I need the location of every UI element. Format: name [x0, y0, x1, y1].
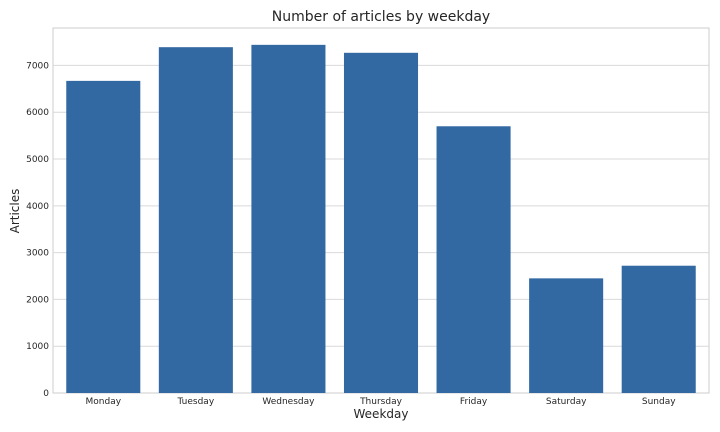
- y-tick-label: 1000: [26, 342, 49, 352]
- y-tick-label: 3000: [26, 249, 49, 259]
- x-tick-label: Saturday: [546, 397, 587, 407]
- bar-thursday: [343, 52, 419, 394]
- x-axis-ticks: Monday Tuesday Wednesday Thursday Friday Satu…: [86, 397, 677, 407]
- y-tick-label: 4000: [26, 202, 49, 212]
- bar-monday: [66, 80, 141, 393]
- bar-sunday: [621, 265, 696, 393]
- x-tick-label: Wednesday: [262, 397, 315, 407]
- x-tick-label: Friday: [460, 397, 488, 407]
- chart-title: Number of articles by weekday: [272, 9, 490, 25]
- bar-wednesday: [251, 44, 326, 393]
- x-axis-label: Weekday: [354, 407, 409, 421]
- y-tick-label: 0: [43, 389, 49, 399]
- bar-tuesday: [158, 47, 233, 393]
- y-tick-label: 7000: [26, 61, 49, 71]
- y-tick-label: 6000: [26, 108, 49, 118]
- bar-saturday: [529, 278, 604, 393]
- y-tick-label: 5000: [26, 155, 49, 165]
- y-axis-label: Articles: [8, 189, 22, 234]
- y-axis-ticks: 0 1000 2000 3000 4000 5000 6000 7000: [26, 61, 49, 399]
- x-tick-label: Thursday: [359, 397, 403, 407]
- bar-friday: [436, 126, 511, 394]
- x-tick-label: Monday: [86, 397, 122, 407]
- x-tick-label: Sunday: [642, 397, 676, 407]
- x-tick-label: Tuesday: [177, 397, 215, 407]
- y-tick-label: 2000: [26, 295, 49, 305]
- bars: [66, 44, 696, 394]
